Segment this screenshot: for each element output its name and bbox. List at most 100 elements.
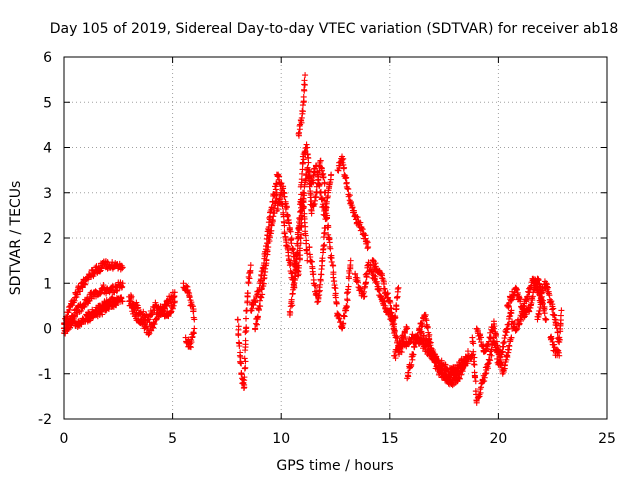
data-point-plus [272,198,279,205]
data-point-plus [272,186,279,193]
data-point-plus [299,108,306,115]
data-point-plus [102,307,109,314]
x-tick-label: 25 [598,431,616,447]
data-point-plus [332,294,339,301]
data-point-plus [288,296,295,303]
y-tick-label: 3 [43,186,52,202]
data-point-plus [285,220,292,227]
data-point-plus [278,200,285,207]
data-point-plus [318,271,325,278]
y-tick-label: -2 [38,412,52,428]
data-point-plus [286,262,293,269]
data-point-plus [432,359,439,366]
data-point-plus [410,351,417,358]
data-point-plus [235,323,242,330]
data-point-plus [437,367,444,374]
data-point-plus [238,370,245,377]
data-point-plus [73,294,80,301]
data-point-plus [241,355,248,362]
x-tick-label: 10 [272,431,290,447]
data-point-plus [393,294,400,301]
data-point-plus [242,315,249,322]
data-point-plus [247,262,254,269]
data-point-plus [357,219,364,226]
data-point-plus [517,317,524,324]
data-point-plus [312,194,319,201]
data-point-plus [343,174,350,181]
data-point-plus [426,331,433,338]
data-point-plus [554,348,561,355]
data-point-plus [268,227,275,234]
data-point-plus [254,321,260,328]
data-point-plus [302,72,309,79]
data-point-plus [256,297,263,304]
data-point-plus [242,329,249,336]
data-point-plus [321,180,328,187]
data-point-plus [128,293,135,300]
data-point-plus [71,294,78,301]
x-tick-label: 15 [381,431,399,447]
data-point-plus [459,361,466,368]
data-point-plus [503,353,510,360]
data-point-plus [236,352,243,359]
data-point-plus [472,378,479,385]
axis-ticks: 0 5 10 15 20 25 -2 -1 0 1 2 3 4 5 6 [38,50,616,447]
data-point-plus [306,183,313,190]
data-point-plus [392,355,399,362]
data-point-plus [553,325,560,332]
data-point-plus [98,265,105,272]
data-point-plus [237,359,244,366]
data-point-plus [308,210,315,217]
data-point-plus [344,297,351,304]
data-point-plus [275,206,282,213]
data-point-plus [430,355,437,362]
data-point-plus [278,192,285,199]
data-point-plus [184,286,191,293]
data-point-plus [306,244,313,251]
x-tick-label: 0 [60,431,69,447]
data-point-plus [381,280,388,287]
data-point-plus [234,316,241,323]
data-point-plus [482,370,489,377]
data-point-plus [286,224,293,231]
data-point-plus [318,196,325,203]
data-point-plus [299,159,306,166]
data-point-plus [471,354,478,361]
data-point-plus [310,201,317,208]
data-point-plus [428,349,435,356]
data-point-plus [326,180,333,187]
data-point-plus [525,288,532,295]
data-point-plus [394,285,401,292]
data-point-plus [303,141,310,148]
data-point-plus [297,214,304,221]
data-point-plus [473,399,480,406]
data-point-plus [499,348,506,355]
data-point-plus [335,314,342,321]
data-point-plus [280,185,287,192]
data-point-plus [389,316,396,323]
data-point-plus [352,270,359,277]
data-point-plus [317,276,324,283]
data-point-plus [152,299,159,306]
data-point-plus [301,77,308,84]
data-point-plus [189,303,196,310]
data-point-plus [500,340,507,347]
data-point-plus [353,278,360,285]
data-point-plus [518,310,525,317]
y-tick-label: 5 [43,95,52,111]
data-point-plus [327,245,334,252]
data-point-plus [461,361,468,368]
data-point-plus [364,245,371,252]
data-point-plus [320,174,327,181]
data-point-plus [252,299,259,306]
data-point-plus [478,339,485,346]
data-point-plus [261,274,268,281]
data-point-plus [314,299,321,306]
data-point-plus [171,298,178,305]
data-point-plus [347,257,354,264]
data-point-plus [186,293,193,300]
data-point-plus [246,275,253,282]
data-point-plus [485,356,492,363]
data-point-plus [526,289,533,296]
data-point-plus [310,179,317,186]
